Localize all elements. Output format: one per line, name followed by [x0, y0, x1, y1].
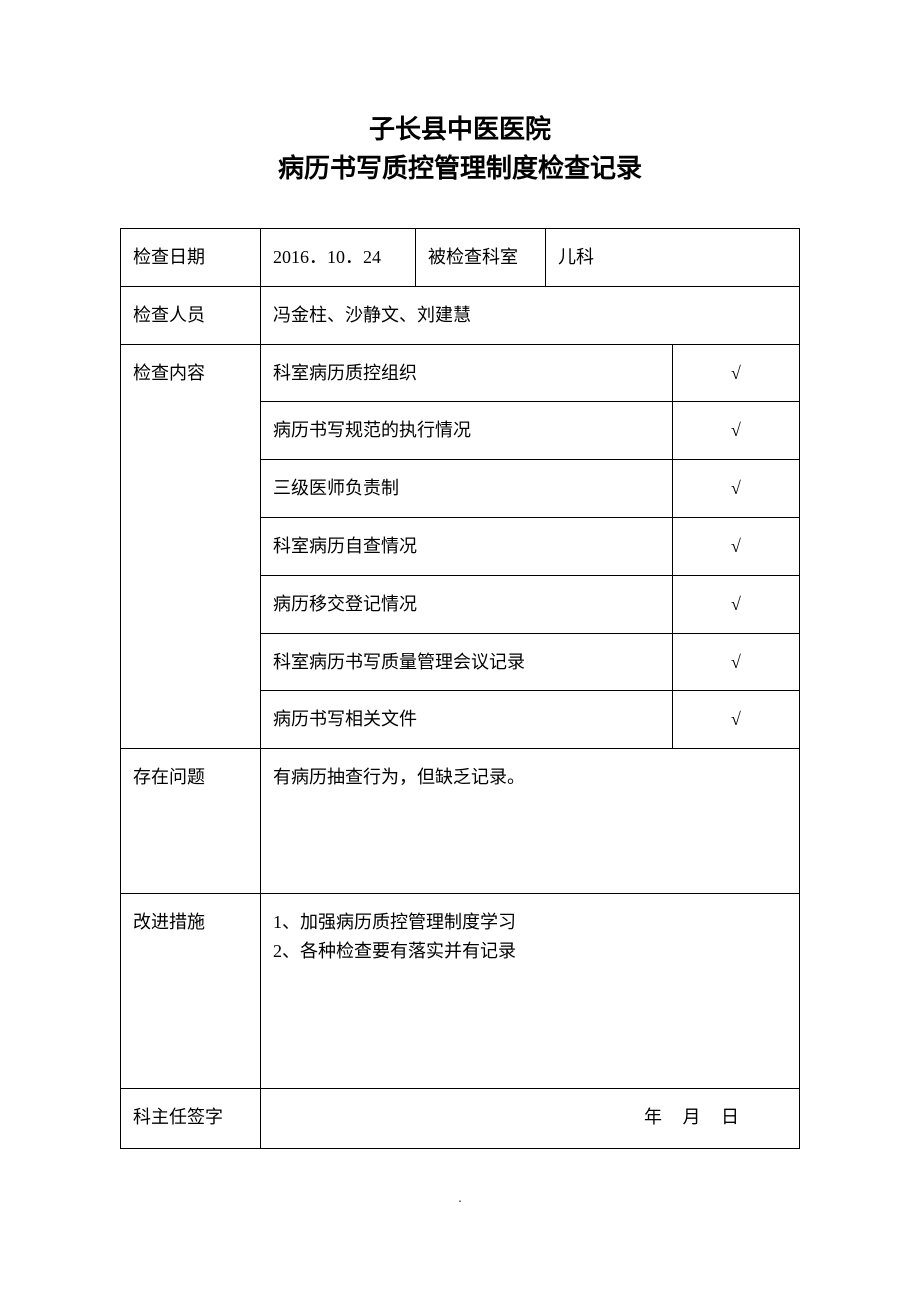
label-issues: 存在问题	[121, 749, 261, 894]
check-item-label-5: 科室病历书写质量管理会议记录	[261, 633, 673, 691]
label-inspect-date: 检查日期	[121, 229, 261, 287]
inspection-form-table: 检查日期 2016．10．24 被检查科室 儿科 检查人员 冯金柱、沙静文、刘建…	[120, 228, 800, 1149]
value-inspect-date: 2016．10．24	[261, 229, 416, 287]
check-item-mark-4: √	[673, 575, 800, 633]
value-inspected-dept: 儿科	[546, 229, 800, 287]
label-inspect-content: 检查内容	[121, 344, 261, 749]
check-item-mark-0: √	[673, 344, 800, 402]
label-inspectors: 检查人员	[121, 286, 261, 344]
row-check-item-0: 检查内容 科室病历质控组织 √	[121, 344, 800, 402]
check-item-mark-2: √	[673, 460, 800, 518]
check-item-label-3: 科室病历自查情况	[261, 517, 673, 575]
sign-date-placeholder: 年 月 日	[273, 1103, 787, 1132]
check-item-label-6: 病历书写相关文件	[261, 691, 673, 749]
check-item-mark-5: √	[673, 633, 800, 691]
row-issues: 存在问题 有病历抽查行为，但缺乏记录。	[121, 749, 800, 894]
value-signature: 年 月 日	[261, 1089, 800, 1149]
value-improvements: 1、加强病历质控管理制度学习 2、各种检查要有落实并有记录	[261, 894, 800, 1089]
value-inspectors: 冯金柱、沙静文、刘建慧	[261, 286, 800, 344]
check-item-label-2: 三级医师负责制	[261, 460, 673, 518]
value-issues: 有病历抽查行为，但缺乏记录。	[261, 749, 800, 894]
row-signature: 科主任签字 年 月 日	[121, 1089, 800, 1149]
row-date-dept: 检查日期 2016．10．24 被检查科室 儿科	[121, 229, 800, 287]
title-line-1: 子长县中医医院	[120, 110, 800, 149]
label-inspected-dept: 被检查科室	[416, 229, 546, 287]
improvement-line-2: 2、各种检查要有落实并有记录	[273, 937, 787, 966]
check-item-label-1: 病历书写规范的执行情况	[261, 402, 673, 460]
label-director-sign: 科主任签字	[121, 1089, 261, 1149]
title-block: 子长县中医医院 病历书写质控管理制度检查记录	[120, 110, 800, 188]
title-line-2: 病历书写质控管理制度检查记录	[120, 149, 800, 188]
check-item-label-0: 科室病历质控组织	[261, 344, 673, 402]
document-page: 子长县中医医院 病历书写质控管理制度检查记录 检查日期 2016．10．24 被…	[0, 0, 920, 1209]
check-item-mark-6: √	[673, 691, 800, 749]
row-improvements: 改进措施 1、加强病历质控管理制度学习 2、各种检查要有落实并有记录	[121, 894, 800, 1089]
check-item-mark-1: √	[673, 402, 800, 460]
row-inspectors: 检查人员 冯金柱、沙静文、刘建慧	[121, 286, 800, 344]
label-improvements: 改进措施	[121, 894, 261, 1089]
improvement-line-1: 1、加强病历质控管理制度学习	[273, 908, 787, 937]
check-item-mark-3: √	[673, 517, 800, 575]
check-item-label-4: 病历移交登记情况	[261, 575, 673, 633]
footer-mark: .	[458, 1191, 462, 1207]
